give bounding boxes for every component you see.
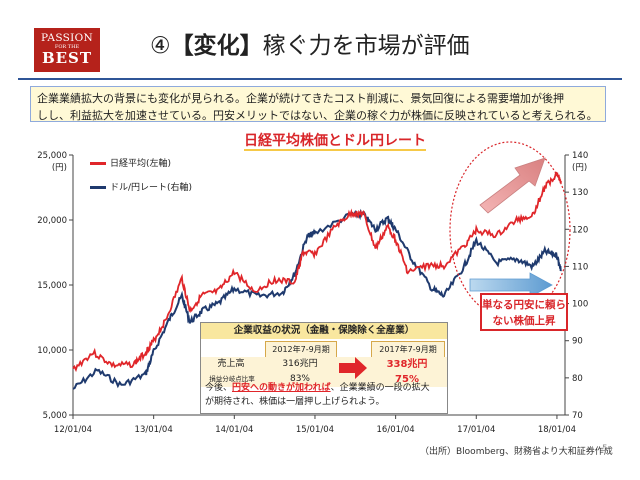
y-right-tick-label: 90 (572, 337, 583, 347)
callout-box: 単なる円安に頼らない株価上昇 (480, 293, 568, 331)
y-right-tick-label: 80 (572, 374, 583, 384)
legend-usdjpy: ドル/円レート(右軸) (90, 180, 192, 193)
col-2012: 2012年7-9月期 (265, 341, 337, 358)
note-pre: 今後、 (205, 383, 233, 393)
title-bracketed: 【変化】 (170, 33, 263, 59)
x-tick-label: 12/01/04 (54, 425, 92, 435)
y-left-tick-label: 5,000 (43, 411, 67, 421)
x-tick-label: 13/01/04 (135, 425, 173, 435)
y-right-tick-label: 110 (572, 262, 588, 272)
plot-area: 5,000 10,000 15,000 20,000 25,000 (円) 70 80 90 10… (37, 141, 588, 435)
chart-title: 日経平均株価とドル円レート (220, 130, 450, 151)
highlight-ellipse (449, 141, 571, 319)
x-tick-label: 15/01/04 (296, 425, 334, 435)
y-left-tick-label: 15,000 (37, 281, 67, 291)
y-right-tick-label: 100 (572, 300, 588, 310)
logo-line1: PASSION (41, 32, 93, 44)
breakeven-2012: 83% (289, 374, 310, 384)
table-arrow-icon (339, 357, 367, 379)
breakeven-2017: 75% (395, 374, 419, 385)
up-arrow-icon (479, 157, 546, 214)
page-number: 5 (602, 444, 608, 454)
legend-nikkei-label: 日経平均(左軸) (110, 159, 172, 169)
table-row-breakeven: 損益分岐点比率 83% 75% (201, 372, 447, 387)
sales-2017: 338兆円 (386, 359, 428, 370)
x-tick-label: 18/01/04 (538, 425, 576, 435)
table-row-sales: 売上高 316兆円 338兆円 (201, 357, 447, 372)
x-tick-label: 14/01/04 (215, 425, 253, 435)
flat-arrow-icon (469, 272, 553, 298)
y-left-tick-label: 25,000 (37, 151, 67, 161)
series-nikkei-line (72, 171, 562, 373)
y-right-tick-label: 70 (572, 411, 583, 421)
chart-title-text: 日経平均株価とドル円レート (244, 133, 426, 151)
y-left-unit: (円) (52, 163, 67, 173)
table-note: 今後、円安への動きが加われば、企業業績の一段の拡大 が期待され、株価は一層押し上… (205, 381, 430, 409)
title-number: ④ (150, 33, 171, 59)
title-rest: 稼ぐ力を市場が評価 (262, 33, 470, 59)
lead-box: 企業業績拡大の背景にも変化が見られる。企業が続けてきたコスト削減に、景気回復によ… (30, 86, 606, 122)
y-right-tick-label: 140 (572, 151, 588, 161)
x-tick-label: 17/01/04 (457, 425, 495, 435)
logo-line3: BEST (41, 48, 93, 67)
sales-label: 売上高 (217, 359, 245, 369)
note-post: 、企業業績の一段の拡大 (330, 383, 430, 393)
legend-usdjpy-swatch (90, 186, 106, 189)
y-left-tick-label: 10,000 (37, 346, 67, 356)
y-right-tick-label: 130 (572, 188, 588, 198)
y-left-tick-label: 20,000 (37, 216, 67, 226)
source-note: （出所）Bloomberg、財務省より大和証券作成 (420, 447, 613, 457)
legend-nikkei-swatch (90, 162, 106, 165)
sales-2012: 316兆円 (282, 359, 318, 369)
legend-nikkei: 日経平均(左軸) (90, 156, 171, 169)
y-right-unit: (円) (572, 163, 587, 173)
series-usdjpy-line (72, 208, 562, 390)
table-row-periods: 2012年7-9月期 2017年7-9月期 (201, 341, 447, 358)
lead-line1: 企業業績拡大の背景にも変化が見られる。企業が続けてきたコスト削減に、景気回復によ… (37, 92, 565, 105)
legend-usdjpy-label: ドル/円レート(右軸) (110, 183, 193, 193)
earnings-table: 企業収益の状況（金融・保険除く全産業） 2012年7-9月期 2017年7-9月… (200, 322, 448, 414)
company-logo: PASSION FOR THE BEST (34, 28, 100, 72)
y-right-tick-label: 120 (572, 225, 588, 235)
breakeven-label: 損益分岐点比率 (209, 375, 255, 383)
note-red: 円安への動きが加われば (232, 383, 331, 393)
col-2017: 2017年7-9月期 (371, 341, 445, 358)
logo-line2: FOR THE (54, 43, 80, 50)
lead-line2: しし、利益拡大を加速させている。円安メリットではない、企業の稼ぐ力が株価に反映さ… (37, 109, 598, 122)
x-tick-label: 16/01/04 (377, 425, 415, 435)
title-rule (18, 78, 622, 80)
table-header: 企業収益の状況（金融・保険除く全産業） (201, 323, 447, 339)
note-line2: が期待され、株価は一層押し上げられよう。 (205, 397, 385, 407)
slide-title: ④【変化】稼ぐ力を市場が評価 (150, 26, 580, 60)
